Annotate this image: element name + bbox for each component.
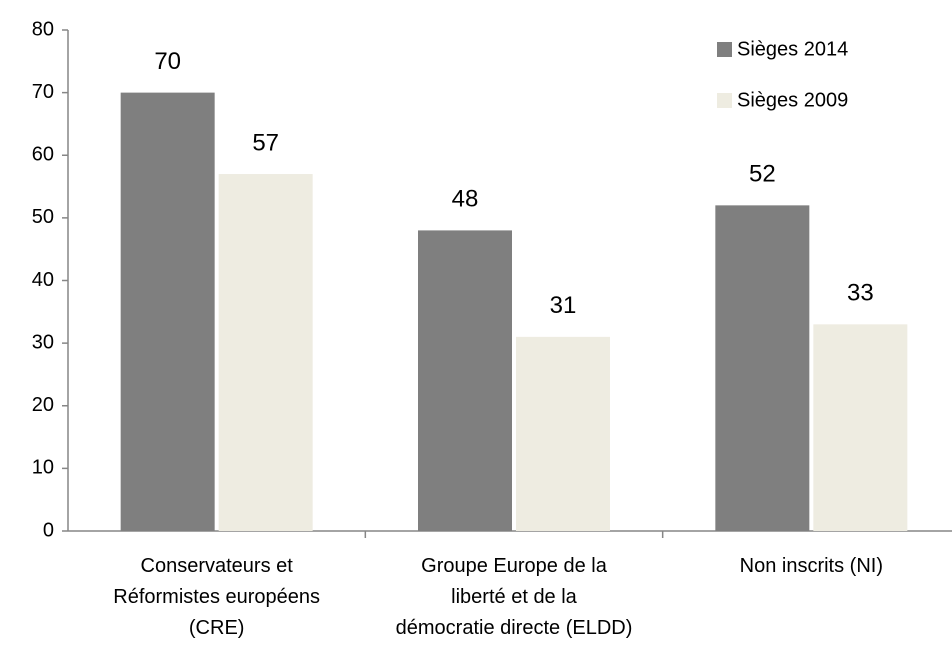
y-tick-label: 30 [32,331,54,353]
y-tick-label: 0 [43,519,54,541]
data-label: 57 [252,129,279,156]
x-tick-label: Groupe Europe de la liberté et de la démoc… [396,555,633,639]
legend-label: Sièges 2009 [737,89,848,111]
bar [715,205,810,531]
x-tick-label-line: démocratie directe (ELDD) [396,617,633,639]
x-tick-label: Non inscrits (NI) [740,555,883,577]
bar [516,336,610,531]
x-tick-label-line: Conservateurs et [141,555,294,577]
legend-label: Sièges 2014 [737,38,848,60]
data-label: 33 [847,280,874,307]
data-label: 70 [154,48,181,75]
x-tick-label-line: liberté et de la [451,586,578,608]
y-tick-label: 40 [32,269,54,291]
y-tick-label: 10 [32,457,54,479]
bar [813,324,908,531]
data-label: 52 [749,161,776,188]
bar [218,174,313,531]
x-tick-label-line: Groupe Europe de la [421,555,608,577]
x-tick-label-line: (CRE) [189,617,245,639]
x-tick-label-line: Réformistes européens [113,586,320,608]
y-tick-label: 80 [32,18,54,40]
x-tick-label-line: Non inscrits (NI) [740,555,883,577]
legend-swatch [717,93,732,108]
y-tick-label: 70 [32,81,54,103]
legend-swatch [717,42,732,57]
x-tick-label: Conservateurs et Réformistes européens (CR… [113,555,320,639]
y-tick-label: 50 [32,206,54,228]
y-tick-label: 20 [32,394,54,416]
bar [120,92,215,531]
y-tick-label: 60 [32,144,54,166]
data-label: 48 [452,186,479,213]
data-label: 31 [550,292,577,319]
bar [418,230,512,531]
